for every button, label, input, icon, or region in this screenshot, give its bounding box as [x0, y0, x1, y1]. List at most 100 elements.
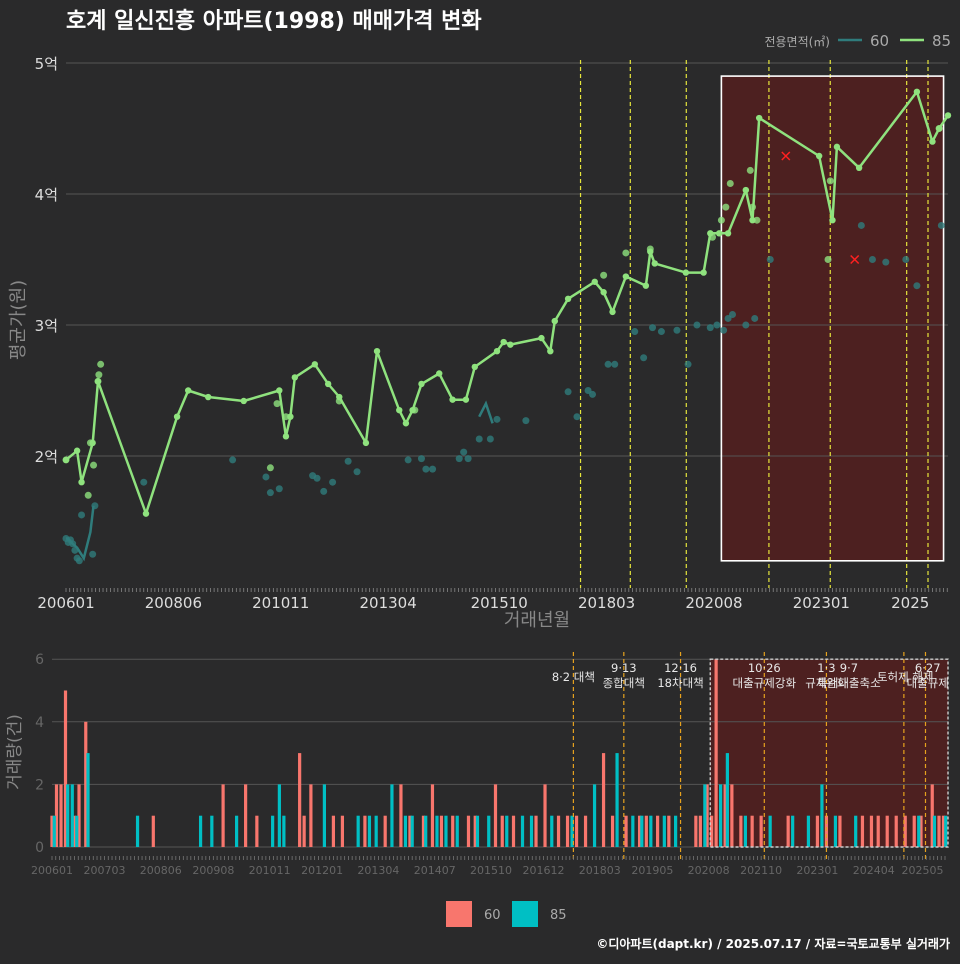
data-point-85 [651, 260, 658, 267]
data-point-60 [573, 413, 581, 421]
bar-85 [854, 815, 858, 847]
bar-85 [282, 815, 286, 847]
series-line-60 [478, 400, 494, 424]
data-point-60 [902, 256, 910, 263]
bar-60 [667, 815, 671, 847]
data-point-60 [229, 456, 237, 464]
data-point-85 [362, 439, 370, 447]
data-point-60 [728, 311, 736, 319]
bar-85 [806, 815, 811, 847]
data-point-60 [353, 468, 361, 476]
data-point-85 [642, 282, 650, 289]
bar-60 [903, 815, 907, 847]
y-tick-label: 2억 [35, 448, 58, 466]
data-point-85 [273, 400, 281, 408]
bar-60 [451, 815, 455, 847]
data-point-85 [682, 269, 690, 276]
x-tick-label: 202301 [796, 864, 838, 877]
x-tick-label: 202505 [901, 864, 943, 877]
y-tick-label: 3억 [35, 317, 58, 335]
data-point-60 [75, 557, 83, 565]
bar-60 [698, 815, 702, 847]
bar-60 [723, 784, 727, 847]
highlight-region [710, 659, 948, 847]
data-point-85 [722, 203, 730, 211]
data-point-60 [313, 474, 321, 482]
data-point-85 [94, 378, 102, 385]
bar-60 [72, 815, 77, 847]
data-point-60 [742, 321, 750, 329]
data-point-60 [631, 328, 639, 336]
data-point-85 [815, 152, 823, 160]
data-point-85 [622, 249, 630, 257]
bar-60 [824, 815, 829, 847]
bar-85 [475, 815, 480, 847]
x-tick-label: 201612 [523, 864, 565, 877]
bar-60 [730, 784, 734, 847]
data-point-60 [604, 360, 612, 368]
data-point-60 [640, 354, 648, 362]
data-point-85 [538, 334, 545, 342]
bar-60 [77, 784, 81, 847]
legend-key-85 [512, 901, 538, 927]
data-point-85 [373, 348, 381, 355]
bar-85 [487, 815, 491, 847]
bar-60 [534, 815, 538, 847]
data-point-85 [418, 380, 425, 388]
data-point-85 [402, 420, 410, 427]
bar-85 [520, 815, 525, 847]
data-point-60 [460, 448, 468, 456]
legend-label-85: 85 [550, 908, 567, 923]
legend-label-60: 60 [484, 908, 501, 923]
data-point-60 [78, 511, 86, 519]
bar-60 [750, 815, 754, 847]
data-point-85 [715, 230, 723, 237]
x-tick-label: 200601 [37, 594, 94, 612]
y-axis-title: 평균가(원) [8, 280, 29, 360]
bar-60 [221, 784, 225, 847]
data-point-85 [724, 230, 732, 237]
data-point-85 [609, 308, 616, 316]
bar-60 [710, 815, 714, 847]
bar-60 [759, 815, 763, 847]
bar-60 [493, 784, 498, 847]
bar-85 [356, 815, 360, 847]
data-point-85 [647, 248, 654, 255]
data-point-85 [282, 433, 290, 440]
bar-60 [543, 784, 547, 847]
bar-60 [919, 815, 923, 847]
bar-60 [815, 815, 820, 847]
legend-title: 전용면적(㎡) [764, 35, 830, 49]
data-point-60 [275, 485, 283, 493]
bar-85 [410, 815, 414, 847]
y-tick-label: 6 [35, 652, 44, 668]
highlight-border [709, 658, 949, 848]
data-point-85 [753, 216, 761, 224]
data-point-60 [937, 221, 945, 229]
legend-label-85: 85 [932, 32, 951, 50]
x-tick-label: 201304 [357, 864, 399, 877]
data-point-60 [429, 465, 437, 473]
bar-60 [885, 815, 889, 847]
data-point-85 [913, 88, 921, 96]
bar-85 [719, 784, 723, 847]
policy-annotation: 1·3 규제완화 [805, 661, 848, 690]
bar-85 [649, 815, 653, 847]
data-point-60 [720, 326, 728, 334]
data-point-60 [493, 415, 501, 423]
x-tick-label: 202008 [685, 594, 742, 612]
data-point-60 [693, 321, 701, 329]
data-point-60 [857, 221, 865, 229]
data-point-60 [611, 360, 619, 368]
x-tick-label: 201407 [414, 864, 456, 877]
data-point-85 [62, 456, 70, 464]
x-tick-label: 200703 [84, 864, 126, 877]
bar-85 [435, 815, 439, 847]
bar-85 [615, 753, 619, 847]
data-point-60 [266, 489, 274, 497]
data-point-60 [329, 478, 337, 486]
bar-60 [876, 815, 880, 847]
data-point-85 [240, 397, 247, 405]
bar-60 [151, 815, 155, 847]
bar-60 [298, 753, 302, 847]
